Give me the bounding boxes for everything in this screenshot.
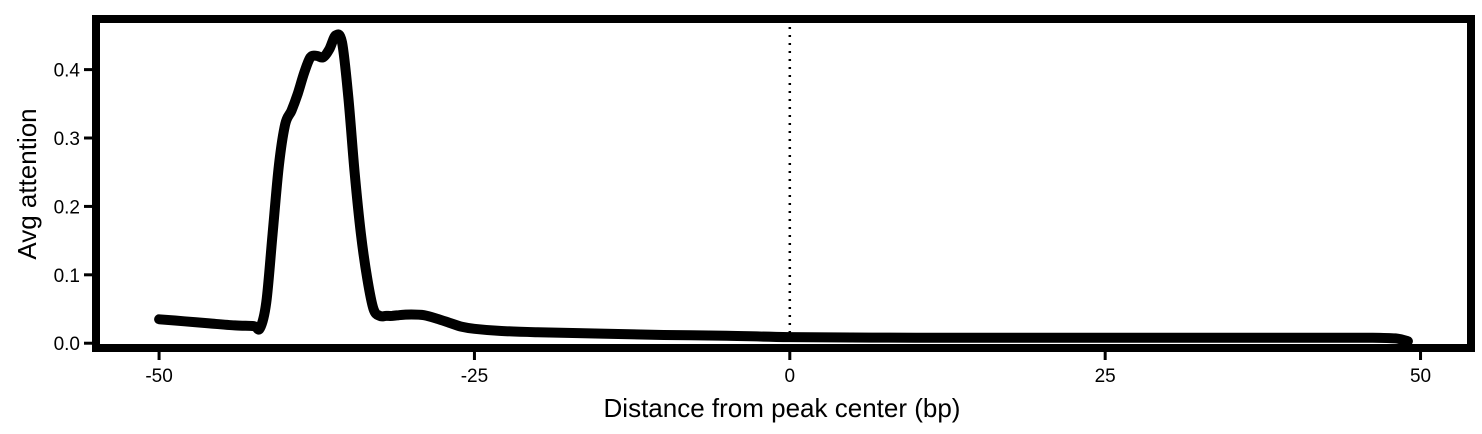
x-tick-label: -50 [145,366,172,387]
x-tick-label: 25 [1095,366,1116,387]
y-tick-label: 0.1 [54,266,80,287]
x-tick-label: 50 [1410,366,1431,387]
y-tick-label: 0.3 [54,129,80,150]
data-line-avg-attention [154,29,1413,347]
x-tick-label: 0 [785,366,796,387]
y-axis-title: Avg attention [12,108,42,259]
x-tick-label: -25 [461,366,488,387]
y-tick-label: 0.2 [54,197,80,218]
plot-frame [92,15,1475,352]
y-tick-label: 0.0 [54,334,80,355]
x-axis-title: Distance from peak center (bp) [604,393,961,423]
y-tick-label: 0.4 [54,61,81,82]
